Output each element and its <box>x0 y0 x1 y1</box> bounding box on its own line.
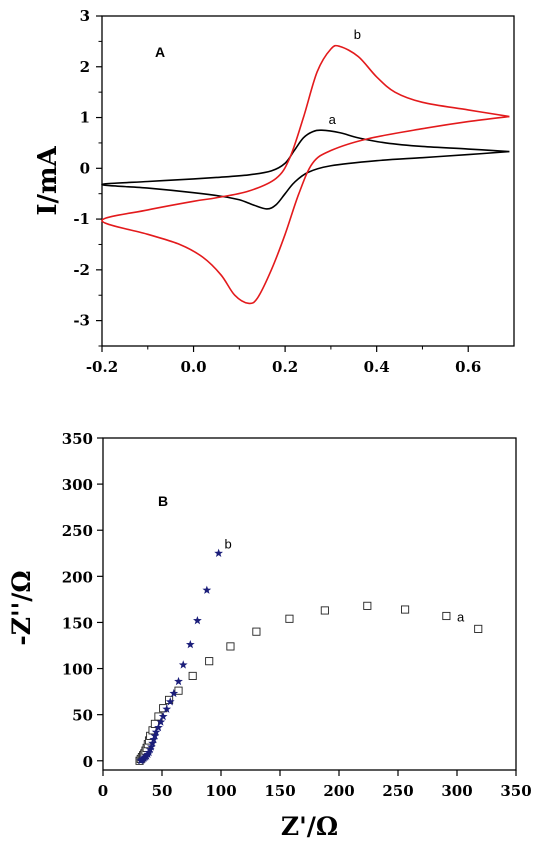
panel-b-series-b-point <box>148 738 157 747</box>
panel-a-y-tick-label: 1 <box>80 109 90 127</box>
panel-a-y-tick-label: 2 <box>80 58 90 76</box>
panel-b-series-b-point <box>162 704 172 713</box>
panel-b-series-b-point <box>174 676 183 686</box>
panel-b-x-tick-label: 200 <box>323 782 354 800</box>
panel-a-label: A <box>155 44 165 60</box>
panel-b-y-tick-label: 250 <box>62 522 93 540</box>
panel-b-series-b-point <box>185 639 195 649</box>
panel-a-curve-label-a: a <box>329 112 337 127</box>
panel-b-series-a-point <box>252 627 261 636</box>
panel-b-series-b-point <box>154 722 163 732</box>
panel-b-plot-frame <box>102 437 517 771</box>
panel-a-y-tick-label: 3 <box>80 7 90 25</box>
panel-a-y-tick-label: -2 <box>73 261 90 279</box>
panel-b-series-b-point <box>165 697 175 706</box>
panel-a-curve-label-b: b <box>354 27 361 42</box>
panel-b-series-b-point <box>193 616 202 625</box>
panel-b-series-b-point <box>202 585 212 594</box>
panel-b-curve-label-a: a <box>457 610 465 625</box>
panel-b-series-a-point <box>320 606 329 615</box>
panel-b-series-a-point <box>226 642 235 651</box>
panel-b-label: B <box>158 493 168 509</box>
panel-b-y-tick-label: 300 <box>62 476 93 494</box>
panel-b-series-b-point <box>147 742 156 751</box>
panel-b-x-tick-label: 300 <box>441 782 472 800</box>
panel-a-x-tick-label: 0.4 <box>364 358 390 376</box>
panel-b-series-a-point <box>188 671 197 680</box>
panel-b-series-a-point <box>285 614 294 623</box>
panel-b-series-b-point <box>150 731 160 740</box>
panel-b-x-tick-label: 150 <box>264 782 295 800</box>
panel-b-series-a-point <box>205 657 214 666</box>
panel-b-series-b-point <box>178 660 188 669</box>
panel-b-series-b <box>136 548 224 765</box>
panel-a-y-tick-label: 0 <box>80 159 90 177</box>
panel-b-x-tick-label: 0 <box>98 782 108 800</box>
panel-a-series-b-line <box>101 44 510 305</box>
panel-b-chart: 0 50 100 150 200 250 300 350 0 50 100 150 200 250 300 3… <box>7 430 532 841</box>
panel-b-curve-label-b: b <box>225 537 232 552</box>
panel-b-x-axis-label: Z'/Ω <box>281 812 338 841</box>
panel-b-series-b-point <box>169 688 179 698</box>
panel-a-y-tick-label: -1 <box>73 210 90 228</box>
panel-b-y-tick-label: 100 <box>62 661 93 679</box>
panel-b-x-tick-label: 50 <box>152 782 173 800</box>
panel-b-series-a-point <box>401 605 410 614</box>
panel-b-y-tick-label: 350 <box>62 430 93 448</box>
panel-b-series-a <box>135 601 483 765</box>
panel-a-x-tick-label: 0.6 <box>455 358 481 376</box>
panel-b-x-tick-label: 250 <box>382 782 413 800</box>
panel-b-y-tick-label: 50 <box>72 707 93 725</box>
panel-a-x-tick-label: 0.0 <box>181 358 207 376</box>
panel-b-series-a-point <box>442 611 451 621</box>
panel-b-y-tick-label: 0 <box>83 753 93 771</box>
panel-b-series-a-point <box>363 601 372 610</box>
panel-b-y-tick-label: 200 <box>62 568 93 586</box>
panel-a-y-tick-label: -3 <box>73 312 90 330</box>
panel-b-series-a-point <box>174 686 183 695</box>
panel-b-series-b-point <box>156 717 166 726</box>
panel-b-series-b-point <box>158 711 168 721</box>
panel-b-x-tick-label: 350 <box>500 782 531 800</box>
panel-b-x-tick-label: 100 <box>205 782 236 800</box>
panel-a-y-axis-label: I/mA <box>33 146 63 216</box>
panel-b-y-axis-label: -Z''/Ω <box>7 570 36 645</box>
panel-b-series-b-point <box>149 734 159 744</box>
panel-a-x-tick-label: 0.2 <box>272 358 298 376</box>
panel-a-chart: -0.2 0.0 0.2 0.4 0.6 -3 -2 -1 0 1 2 3 I/mA Aa b <box>33 7 515 376</box>
panel-a-x-tick-label: -0.2 <box>86 358 118 376</box>
panel-a-series-a-line <box>101 129 510 210</box>
panel-a-plot-frame <box>101 15 515 347</box>
panel-b-series-a-point <box>474 624 483 633</box>
panel-b-series-b-point <box>214 548 224 557</box>
panel-b-series-b-point <box>151 727 161 736</box>
panel-b-y-tick-label: 150 <box>62 614 93 632</box>
